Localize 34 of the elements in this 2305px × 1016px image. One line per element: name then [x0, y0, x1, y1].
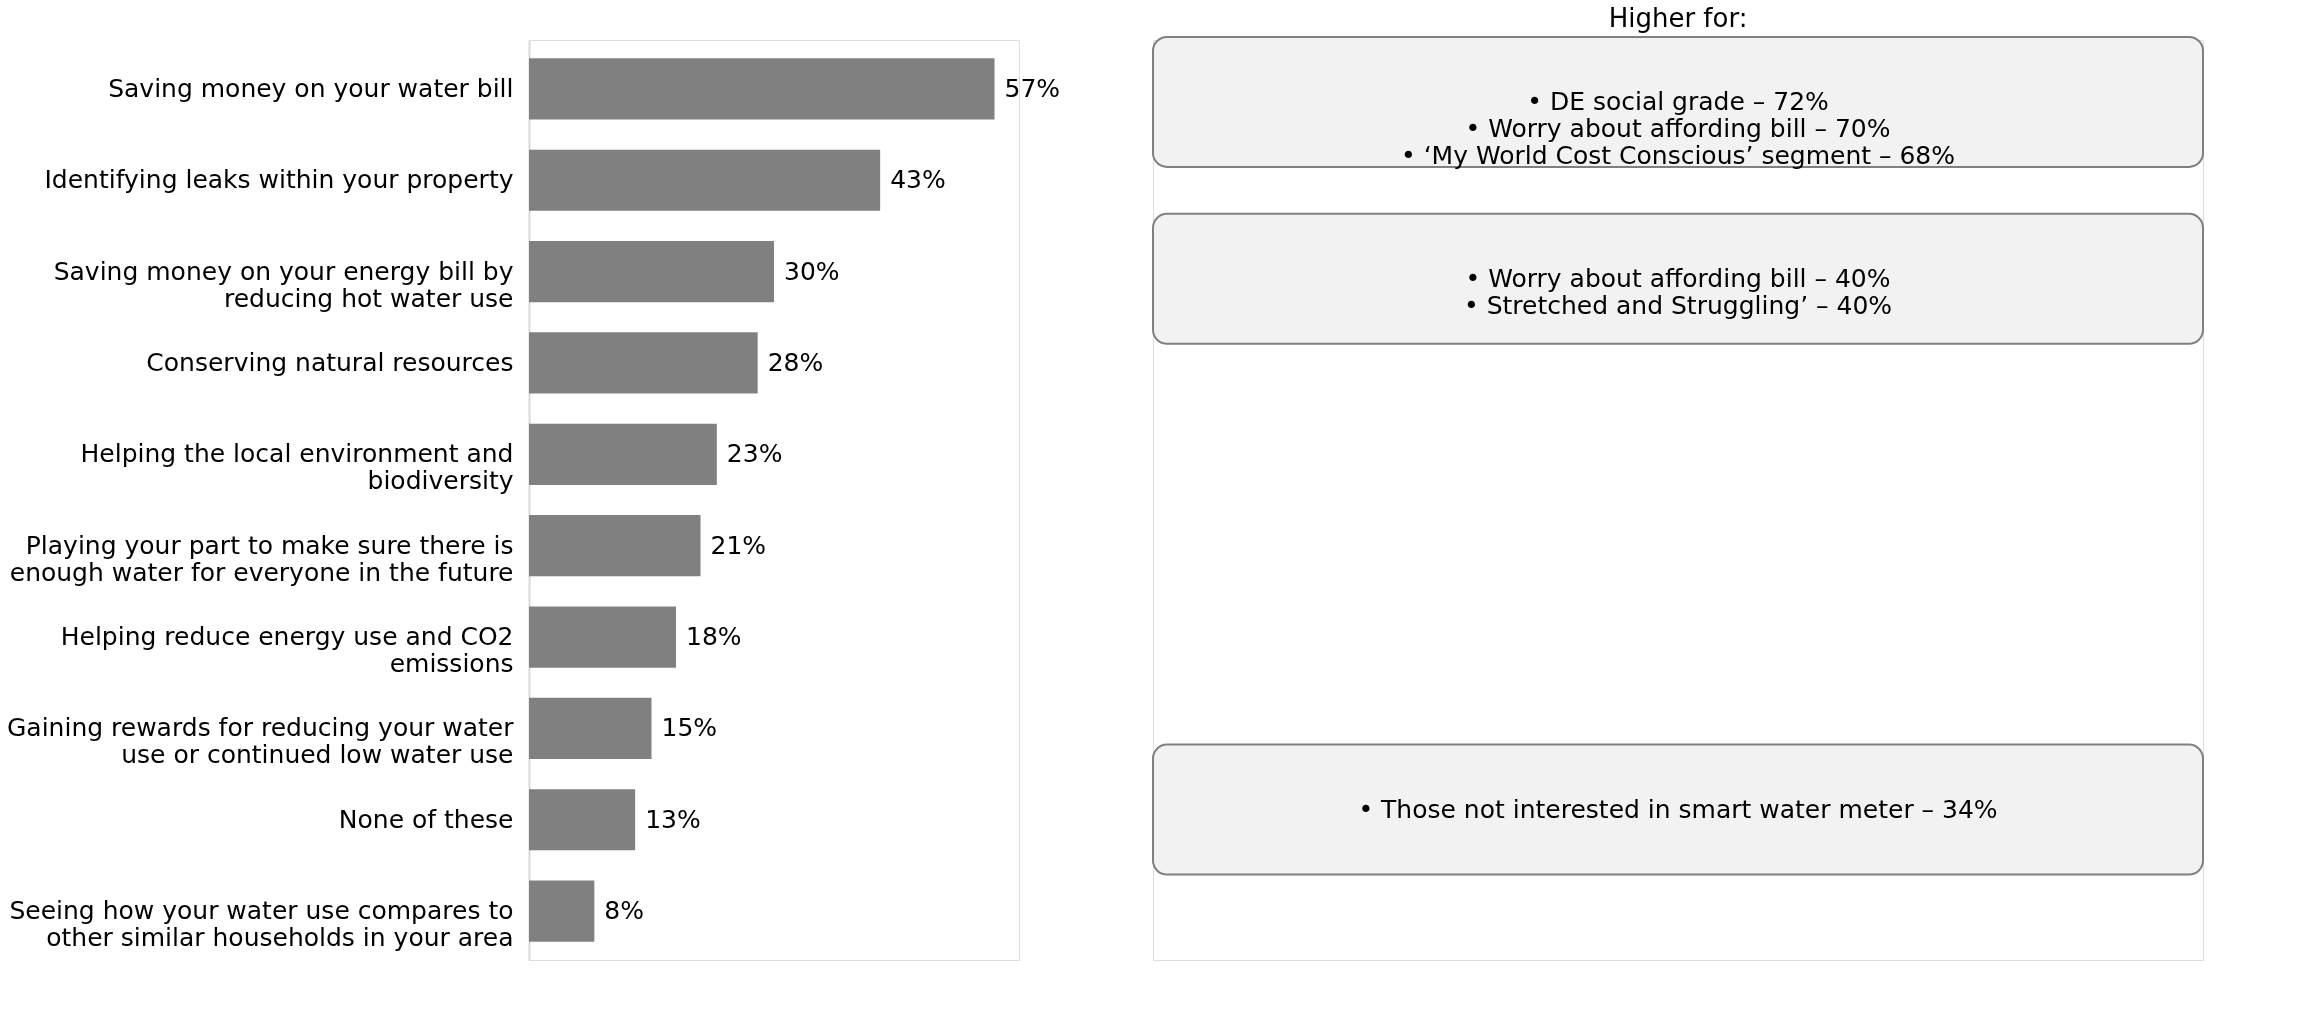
bar	[529, 149, 881, 211]
y-tick-label: Gaining rewards for reducing your water use or continued low water use	[6, 713, 515, 770]
text: • Those not interested in smart water meter – 34%	[1358, 794, 1998, 824]
bar	[529, 423, 717, 485]
data-label: 18%	[686, 622, 742, 652]
bar	[529, 515, 701, 577]
bar	[529, 697, 652, 760]
y-tick-label: Helping reduce energy use and CO2 emissions	[60, 622, 514, 679]
data-label: 43%	[890, 165, 946, 195]
data-label: 8%	[604, 896, 645, 926]
y-tick-label: Helping the local environment and biodiversity	[80, 439, 514, 496]
text: Higher for:	[1608, 2, 1748, 33]
data-label: 30%	[784, 256, 840, 286]
bar	[529, 789, 636, 851]
y-tick-label: Playing your part to make sure there is enough water for everyone in the future	[9, 530, 514, 587]
bar	[529, 880, 595, 942]
data-label: 57%	[1004, 73, 1061, 103]
data-label: 28%	[767, 347, 824, 377]
data-label: 13%	[645, 804, 701, 834]
text: • Worry about affording bill – 40% • Stretched and Struggling’ – 40%	[1463, 263, 1893, 320]
data-label: 21%	[710, 530, 767, 560]
y-tick-label: None of these	[338, 804, 514, 834]
bar	[529, 58, 995, 120]
data-label: 15%	[661, 713, 718, 743]
y-tick-label: Identifying leaks within your property	[44, 165, 514, 195]
bar	[529, 606, 676, 668]
bar	[529, 332, 758, 394]
y-tick-label: Saving money on your energy bill by reducing hot water use	[53, 256, 514, 313]
text: • DE social grade – 72% • Worry about affording bill – 70% • ‘My World Cost Conscious’ segment – 68%	[1400, 86, 1956, 170]
y-tick-label: Seeing how your water use compares to other similar households in your area	[9, 896, 514, 953]
y-tick-label: Saving money on your water bill	[108, 73, 514, 103]
data-label: 23%	[726, 439, 783, 469]
y-tick-label: Conserving natural resources	[146, 347, 514, 377]
bar	[529, 240, 774, 303]
